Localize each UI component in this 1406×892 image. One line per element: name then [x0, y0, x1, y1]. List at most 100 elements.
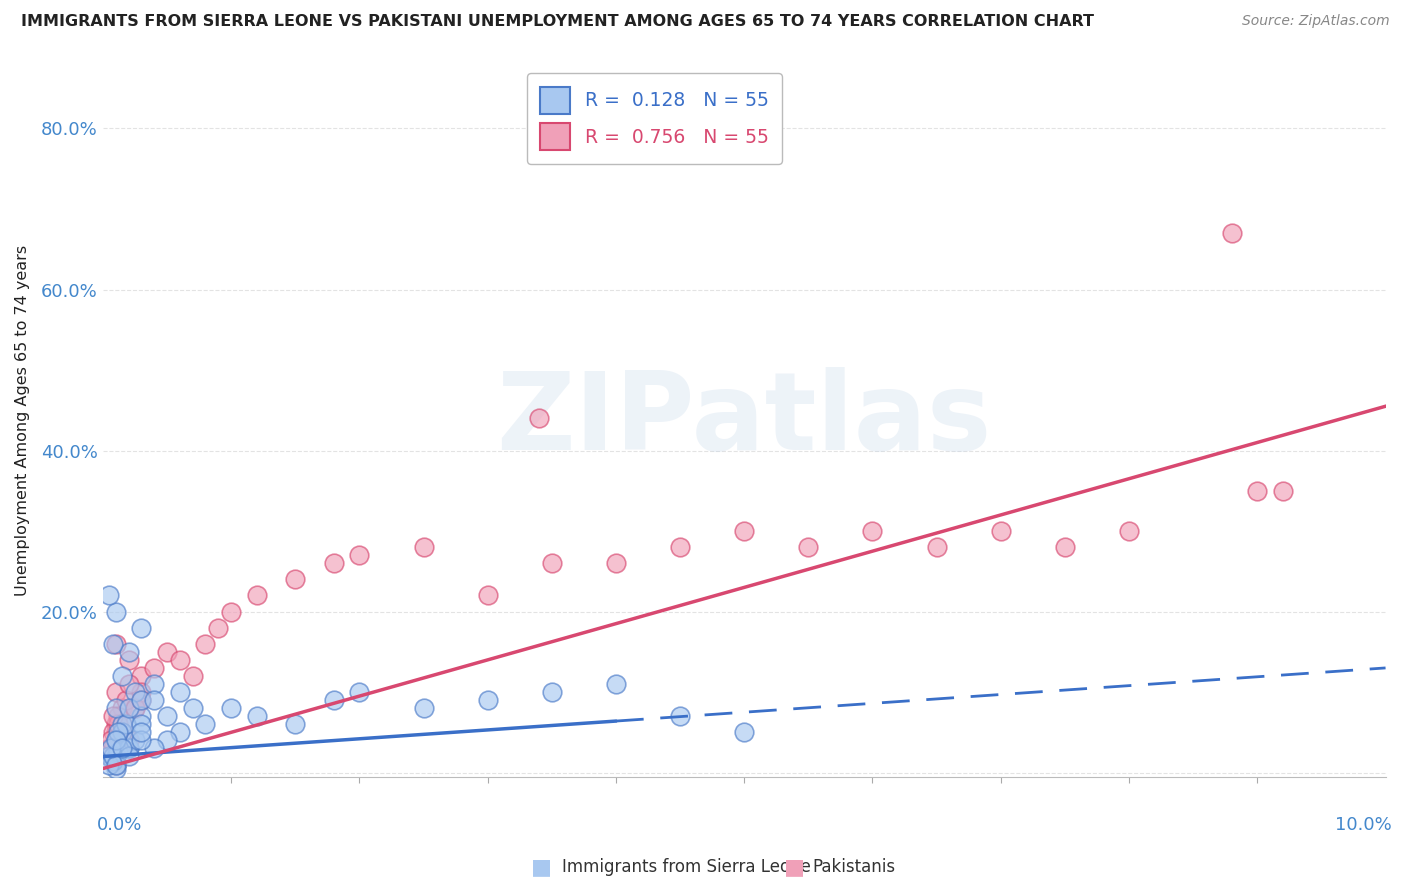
Point [349, 685, 371, 699]
Text: ■: ■ [531, 857, 551, 877]
Point [104, 757, 127, 772]
Text: Immigrants from Sierra Leone: Immigrants from Sierra Leone [562, 858, 811, 876]
Point [540, 685, 562, 699]
Point [143, 661, 166, 675]
Point [107, 725, 129, 739]
Point [605, 677, 627, 691]
Point [862, 524, 884, 538]
Point [990, 524, 1012, 538]
Point [194, 637, 217, 651]
Point [669, 540, 692, 554]
Point [131, 725, 153, 739]
Point [169, 653, 191, 667]
Point [131, 621, 153, 635]
Point [1053, 540, 1076, 554]
Point [527, 411, 550, 425]
Point [156, 733, 179, 747]
Point [104, 757, 127, 772]
Point [101, 709, 124, 723]
Point [98, 749, 121, 764]
Point [1220, 226, 1243, 240]
Point [143, 741, 166, 756]
Point [115, 693, 138, 707]
Point [412, 540, 434, 554]
Point [477, 589, 499, 603]
Point [131, 693, 153, 707]
Point [322, 693, 344, 707]
Point [117, 741, 139, 756]
Point [124, 701, 146, 715]
Point [104, 701, 127, 715]
Point [107, 717, 129, 731]
Point [101, 741, 124, 756]
Point [1271, 483, 1294, 498]
Point [104, 762, 127, 776]
Point [181, 701, 204, 715]
Point [322, 556, 344, 570]
Point [115, 717, 138, 731]
Point [124, 685, 146, 699]
Point [131, 669, 153, 683]
Point [111, 725, 134, 739]
Point [107, 746, 129, 760]
Point [143, 693, 166, 707]
Point [104, 685, 127, 699]
Point [101, 725, 124, 739]
Point [349, 548, 371, 562]
Point [104, 749, 127, 764]
Y-axis label: Unemployment Among Ages 65 to 74 years: Unemployment Among Ages 65 to 74 years [15, 244, 30, 596]
Point [797, 540, 820, 554]
Point [104, 749, 127, 764]
Point [104, 725, 127, 739]
Point [143, 677, 166, 691]
Point [124, 701, 146, 715]
Point [117, 733, 139, 747]
Legend: R =  0.128   N = 55, R =  0.756   N = 55: R = 0.128 N = 55, R = 0.756 N = 55 [527, 73, 782, 163]
Point [117, 653, 139, 667]
Point [605, 556, 627, 570]
Point [733, 725, 755, 739]
Point [540, 556, 562, 570]
Text: Source: ZipAtlas.com: Source: ZipAtlas.com [1241, 14, 1389, 29]
Point [219, 701, 242, 715]
Point [101, 754, 124, 768]
Point [117, 749, 139, 764]
Point [131, 709, 153, 723]
Point [98, 749, 121, 764]
Point [104, 733, 127, 747]
Point [111, 725, 134, 739]
Point [412, 701, 434, 715]
Point [1246, 483, 1268, 498]
Point [169, 725, 191, 739]
Point [104, 733, 127, 747]
Point [101, 637, 124, 651]
Point [246, 589, 269, 603]
Point [111, 741, 134, 756]
Point [131, 717, 153, 731]
Point [117, 733, 139, 747]
Point [111, 669, 134, 683]
Point [101, 749, 124, 764]
Point [98, 741, 121, 756]
Point [156, 645, 179, 659]
Point [111, 717, 134, 731]
Text: ZIPatlas: ZIPatlas [496, 368, 991, 474]
Text: Pakistanis: Pakistanis [813, 858, 896, 876]
Point [104, 749, 127, 764]
Point [194, 717, 217, 731]
Point [100, 741, 122, 756]
Point [117, 741, 139, 756]
Point [104, 637, 127, 651]
Point [219, 605, 242, 619]
Point [98, 589, 121, 603]
Point [104, 717, 127, 731]
Point [156, 709, 179, 723]
Point [669, 709, 692, 723]
Text: 10.0%: 10.0% [1336, 816, 1392, 834]
Point [284, 573, 307, 587]
Point [104, 605, 127, 619]
Point [117, 677, 139, 691]
Point [207, 621, 229, 635]
Point [117, 701, 139, 715]
Text: IMMIGRANTS FROM SIERRA LEONE VS PAKISTANI UNEMPLOYMENT AMONG AGES 65 TO 74 YEARS: IMMIGRANTS FROM SIERRA LEONE VS PAKISTAN… [21, 14, 1094, 29]
